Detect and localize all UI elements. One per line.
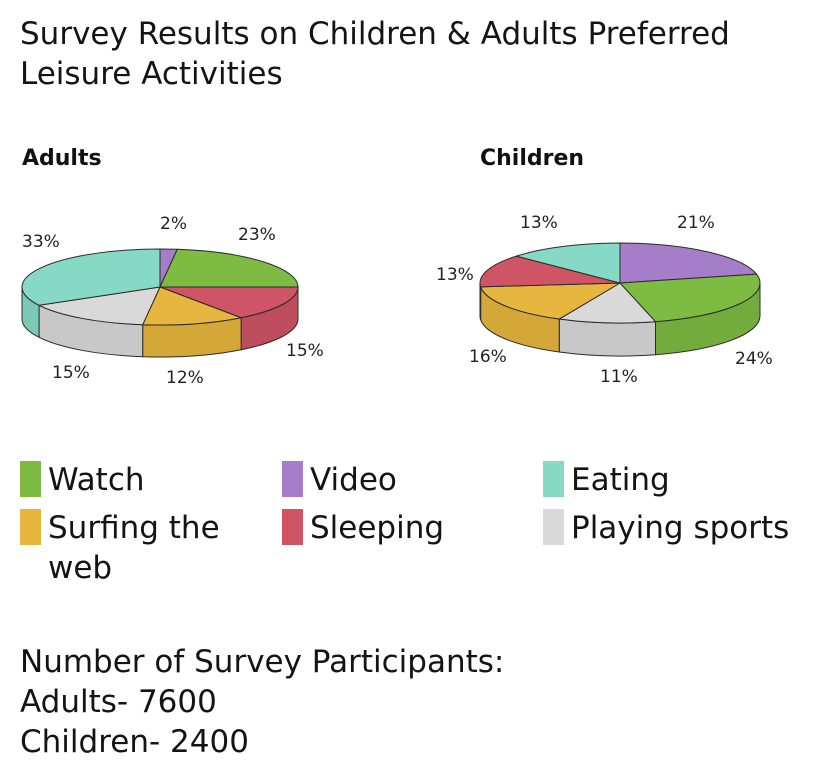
- legend-swatch-sleeping: [282, 509, 303, 545]
- pie-slice-children-video: [619, 242, 757, 284]
- pie-label-adults-surfing-the-web: 12%: [166, 368, 204, 388]
- pie-label-adults-eating: 33%: [22, 232, 60, 252]
- legend-swatch-watch: [20, 461, 41, 497]
- legend-label-video: Video: [310, 462, 397, 498]
- legend-swatch-video: [282, 461, 303, 497]
- legend-label-playing-sports: Playing sports: [571, 510, 790, 546]
- pie-chart-children: Children 21% 24% 11% 16% 13% 13%: [436, 146, 773, 387]
- pie-slice-children-surfing-the-web: [480, 282, 621, 320]
- pie-title-adults: Adults: [22, 146, 102, 171]
- pie-label-children-eating: 13%: [520, 213, 558, 233]
- pie-label-adults-sleeping: 15%: [286, 341, 324, 361]
- pie-slice-children-watch: [619, 273, 761, 323]
- legend-label-surfing: Surfing the web: [48, 510, 220, 586]
- legend-label-sleeping: Sleeping: [310, 510, 445, 546]
- pie-label-children-watch: 24%: [735, 349, 773, 369]
- legend-swatch-eating: [543, 461, 564, 497]
- pie-label-children-sleeping: 13%: [436, 265, 474, 285]
- pie-slice-adults-sleeping: [159, 286, 299, 319]
- pie-slice-adults-eating: [21, 248, 161, 306]
- pie-title-children: Children: [480, 146, 584, 171]
- participants-adults: Adults- 7600: [20, 684, 217, 720]
- pie-charts-area: Adults 2% 23% 15% 12% 15% 33% Children 21% 24% 11…: [21, 146, 773, 388]
- pie-slice-children-sleeping: [479, 255, 621, 288]
- legend-swatch-playing-sports: [543, 509, 564, 545]
- pie-label-adults-video: 2%: [160, 214, 187, 234]
- chart-title: Survey Results on Children & Adults Pref…: [20, 16, 730, 92]
- participants-children: Children- 2400: [20, 724, 249, 760]
- pie-label-children-playing-sports: 11%: [600, 367, 638, 387]
- pie-label-adults-playing-sports: 15%: [52, 363, 90, 383]
- legend-swatch-surfing: [20, 509, 41, 545]
- pie-label-adults-watch: 23%: [238, 225, 276, 245]
- participants-heading: Number of Survey Participants:: [20, 644, 505, 680]
- participants-info: Number of Survey Participants: Adults- 7…: [20, 642, 504, 762]
- pie-chart-adults: Adults 2% 23% 15% 12% 15% 33%: [21, 146, 324, 388]
- pie-slice-adults-playing-sports: [38, 286, 161, 326]
- legend-label-watch: Watch: [48, 462, 145, 498]
- legend-label-eating: Eating: [571, 462, 670, 498]
- pie-slice-adults-surfing-the-web: [142, 286, 242, 326]
- legend: Watch Video Eating Surfing the web Sleep…: [20, 460, 810, 590]
- pie-side-children-playing-sports: [558, 318, 657, 357]
- pie-side-children-sleeping: [479, 282, 482, 321]
- pie-slice-children-playing-sports: [558, 282, 657, 324]
- pie-slice-children-eating: [515, 242, 621, 284]
- pie-label-children-video: 21%: [677, 213, 715, 233]
- pie-slice-adults-watch: [159, 248, 299, 288]
- pie-label-children-surfing-the-web: 16%: [469, 347, 507, 367]
